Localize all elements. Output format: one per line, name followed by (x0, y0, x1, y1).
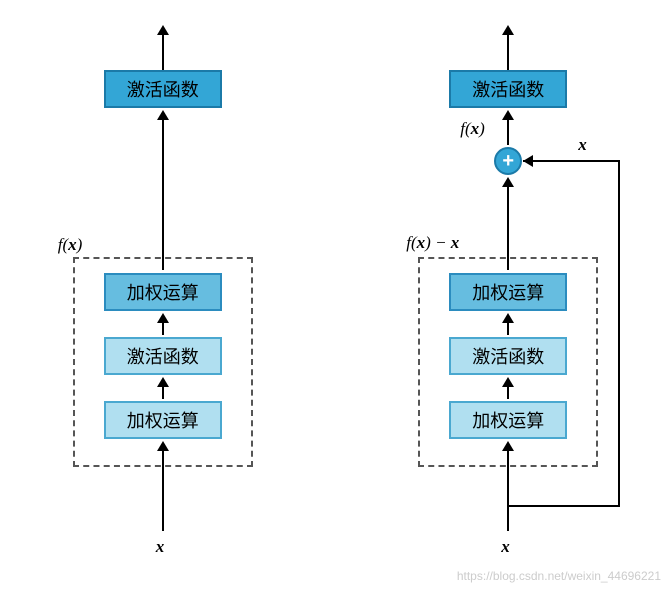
fx-label: f(x) (460, 119, 485, 139)
x-input-label: x (156, 537, 165, 557)
mid-activation-box: 激活函数 (104, 337, 222, 375)
line-act-w2 (507, 385, 509, 399)
x-skip-label: x (578, 135, 587, 155)
top-activation-box: 激活函数 (449, 70, 567, 108)
line-w1-act (162, 321, 164, 335)
watermark-text: https://blog.csdn.net/weixin_44696221 (457, 569, 661, 583)
plain-block-diagram: 激活函数加权运算激活函数加权运算f(x)x (13, 15, 313, 575)
weighted-bottom-box: 加权运算 (449, 401, 567, 439)
residual-block-diagram: 激活函数+加权运算激活函数加权运算f(x)f(x) − xxx (358, 15, 658, 575)
line-input (507, 449, 509, 531)
weighted-bottom-box: 加权运算 (104, 401, 222, 439)
x-input-label: x (501, 537, 510, 557)
line-to-plus-top (507, 118, 509, 145)
output-arrow-line (162, 33, 164, 73)
skip-line-top (523, 160, 620, 162)
line-w1-act (507, 321, 509, 335)
skip-line-bottom (508, 505, 620, 507)
skip-line-vertical (618, 161, 620, 506)
fx-minus-x-label: f(x) − x (406, 233, 459, 253)
mid-activation-box: 激活函数 (449, 337, 567, 375)
add-node: + (494, 147, 522, 175)
fx-label: f(x) (58, 235, 83, 255)
line-act-w2 (162, 385, 164, 399)
weighted-top-box: 加权运算 (449, 273, 567, 311)
output-arrow-line (507, 33, 509, 73)
weighted-top-box: 加权运算 (104, 273, 222, 311)
top-activation-box: 激活函数 (104, 70, 222, 108)
skip-arrow-head (523, 155, 533, 167)
line-input (162, 449, 164, 531)
line-mid (162, 118, 164, 270)
